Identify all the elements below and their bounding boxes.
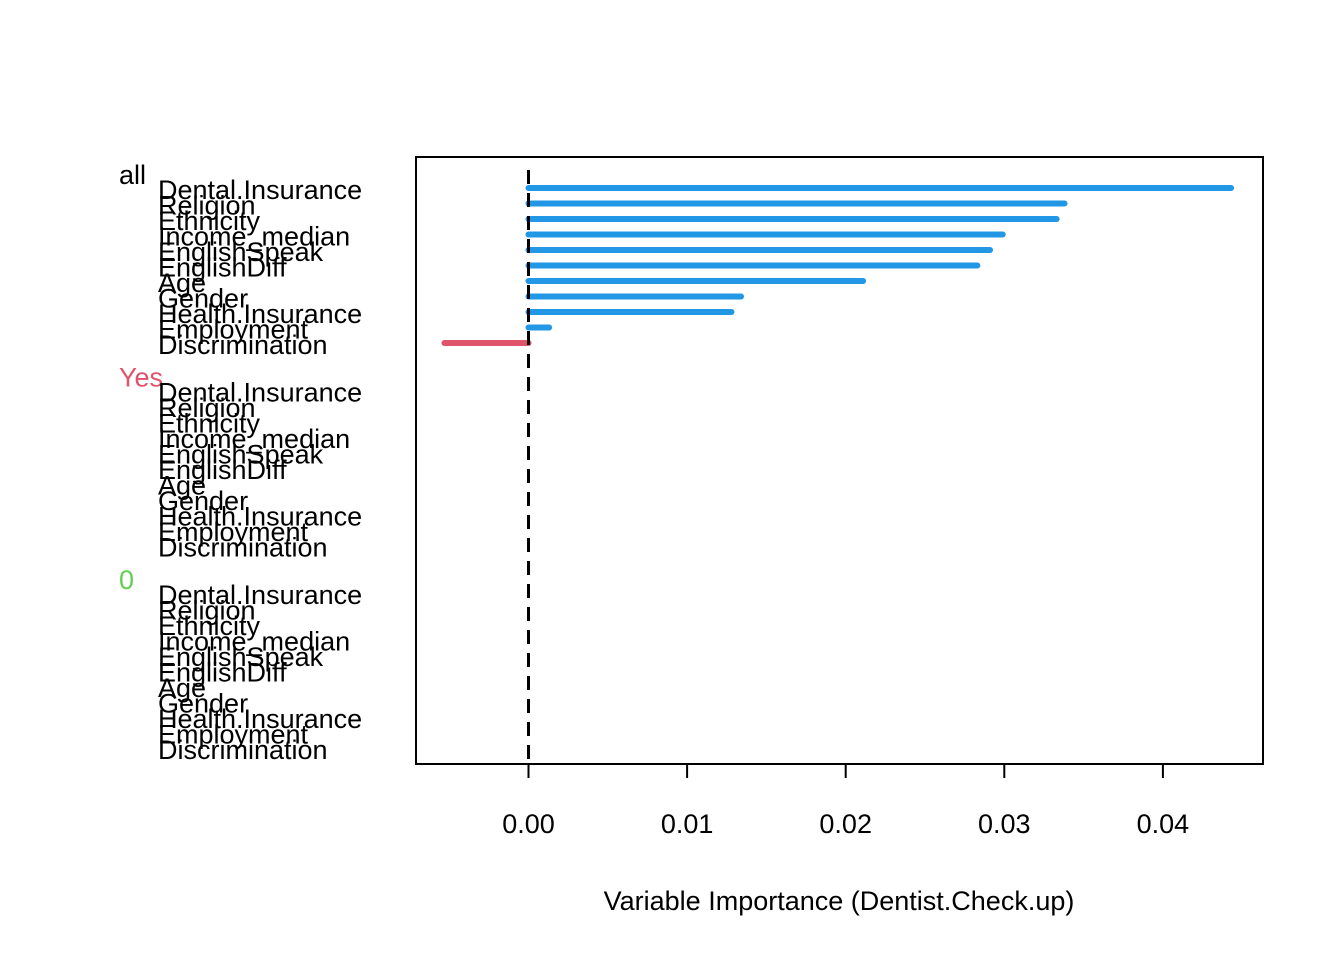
variable-label: EnglishSpeak (158, 440, 324, 470)
group-label-1: Yes (119, 363, 163, 393)
plot-box (415, 156, 1264, 765)
variable-label: Employment (158, 720, 309, 750)
variable-label: Health.Insurance (158, 502, 362, 532)
variable-label: Gender (158, 486, 248, 516)
variable-label: EnglishDiff (158, 455, 287, 485)
variable-label: Income_median (158, 222, 350, 252)
variable-label: EnglishSpeak (158, 642, 324, 672)
variable-label: Age (158, 673, 206, 703)
variable-label: Dental.Insurance (158, 580, 362, 610)
variable-labels: all Dental.InsuranceReligionEthnicityInco… (119, 160, 362, 765)
variable-label: EnglishDiff (158, 253, 287, 283)
variable-label: EnglishSpeak (158, 237, 324, 267)
variable-label: Ethnicity (158, 611, 261, 641)
variable-label: Discrimination (158, 330, 328, 360)
variable-label: Age (158, 471, 206, 501)
variable-label: Dental.Insurance (158, 378, 362, 408)
variable-label: Ethnicity (158, 409, 261, 439)
variable-label: Ethnicity (158, 206, 261, 236)
variable-label: Religion (158, 596, 256, 626)
x-tick-label: 0.04 (1137, 809, 1190, 839)
x-tick-label: 0.02 (819, 809, 872, 839)
group-label-2: 0 (119, 565, 134, 595)
variable-label: Income_median (158, 424, 350, 454)
variable-label: Employment (158, 315, 309, 345)
x-tick-label: 0.01 (661, 809, 714, 839)
variable-label: Religion (158, 393, 256, 423)
variable-label: Religion (158, 191, 256, 221)
variable-label: Income_median (158, 627, 350, 657)
variable-label: Discrimination (158, 533, 328, 563)
x-axis: 0.00 0.01 0.02 0.03 0.04 (502, 764, 1189, 839)
x-axis-label: Variable Importance (Dentist.Check.up) (604, 886, 1075, 916)
x-tick-label: 0.00 (502, 809, 555, 839)
variable-label: Dental.Insurance (158, 175, 362, 205)
group-label-0: all (119, 160, 146, 190)
bars-layer (441, 185, 1235, 346)
variable-label: Health.Insurance (158, 704, 362, 734)
variable-label: Health.Insurance (158, 299, 362, 329)
variable-label: Gender (158, 689, 248, 719)
variable-label: Age (158, 268, 206, 298)
variable-label: Gender (158, 284, 248, 314)
variable-label: EnglishDiff (158, 658, 287, 688)
x-tick-label: 0.03 (978, 809, 1031, 839)
variable-label: Discrimination (158, 735, 328, 765)
variable-label: Employment (158, 517, 309, 547)
